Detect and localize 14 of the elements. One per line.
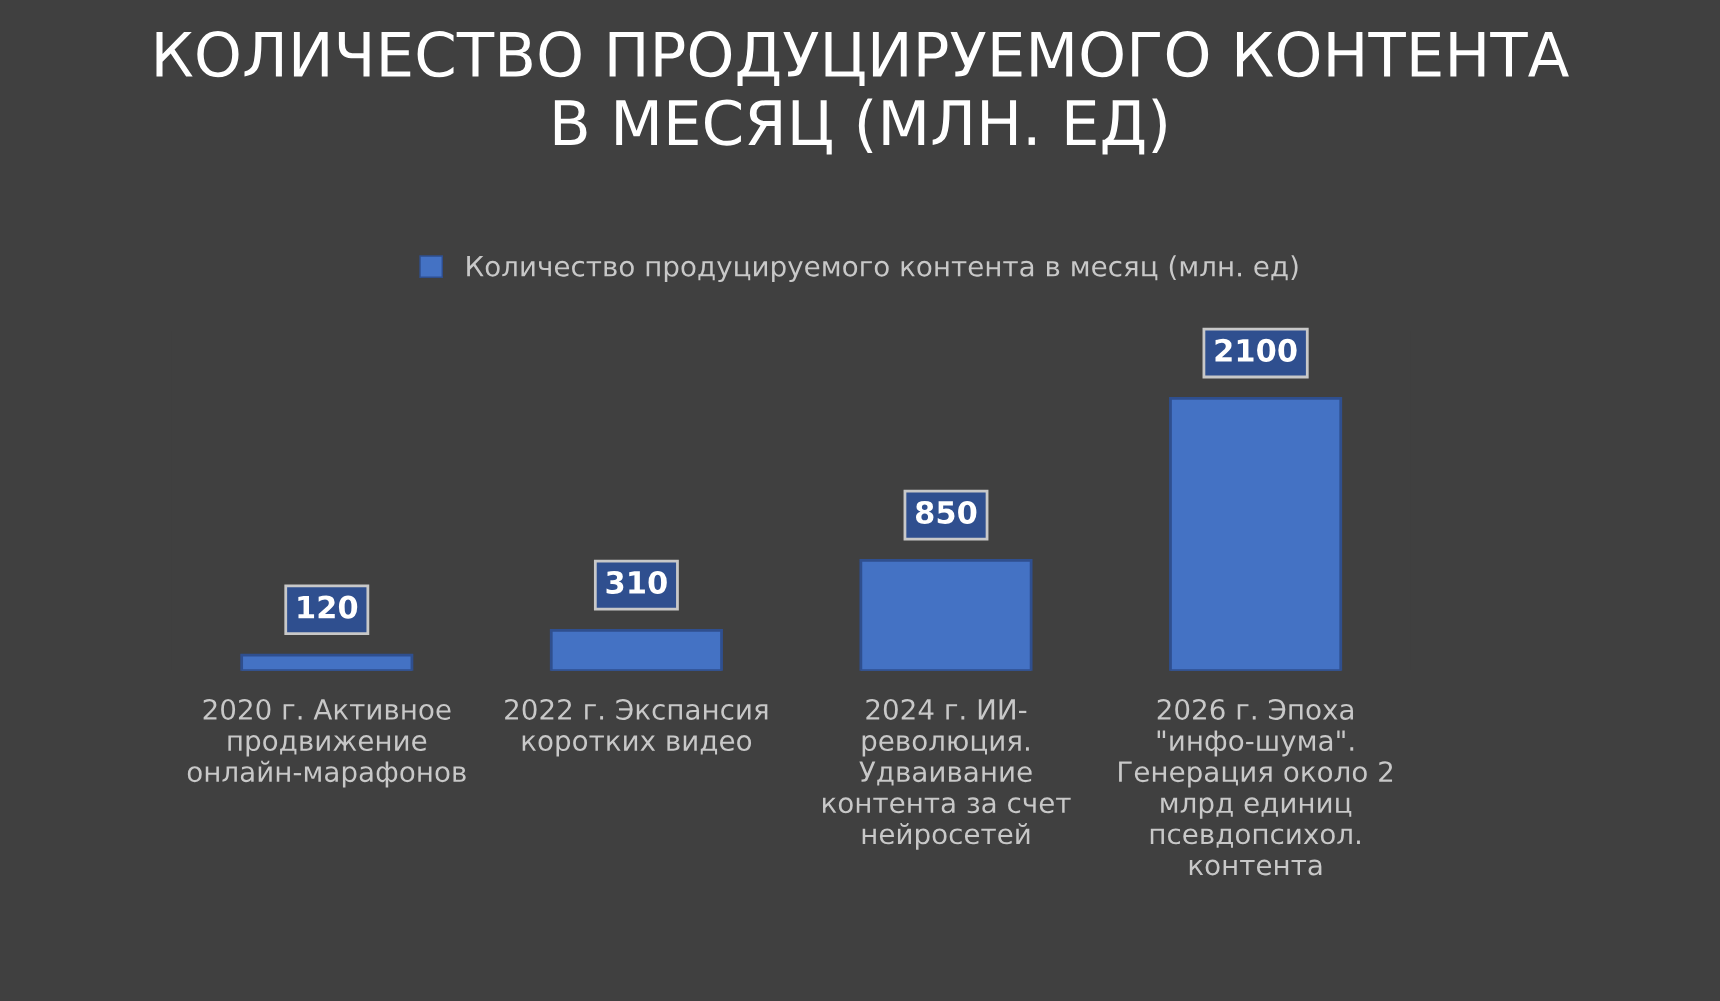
bar — [1169, 397, 1343, 671]
data-label: 2100 — [1215, 338, 1297, 362]
data-label: 120 — [298, 595, 358, 619]
bar — [859, 559, 1033, 671]
x-tick-label: 2020 г. Активное продвижение онлайн-марафонов — [187, 698, 466, 788]
x-tick-label: 2024 г. ИИ- революция. Удваивание контента за счет нейросетей — [823, 698, 1071, 850]
x-tick-label: 2026 г. Эпоха "инфо-шума". Генерация около 2 млрд единиц псевдопсихол. контента — [1119, 698, 1393, 876]
bar — [240, 653, 414, 671]
bar — [549, 629, 723, 671]
data-label: 850 — [915, 500, 977, 524]
legend-label: Количество продуцируемого контента в месяц (млн. ед) — [467, 255, 1298, 283]
data-label: 310 — [606, 570, 667, 594]
x-tick-label: 2022 г. Экспансия коротких видео — [505, 698, 768, 757]
chart-title: КОЛИЧЕСТВО ПРОДУЦИРУЕМОГО КОНТЕНТА В МЕСЯЦ (МЛН. ЕД) — [156, 31, 1569, 155]
